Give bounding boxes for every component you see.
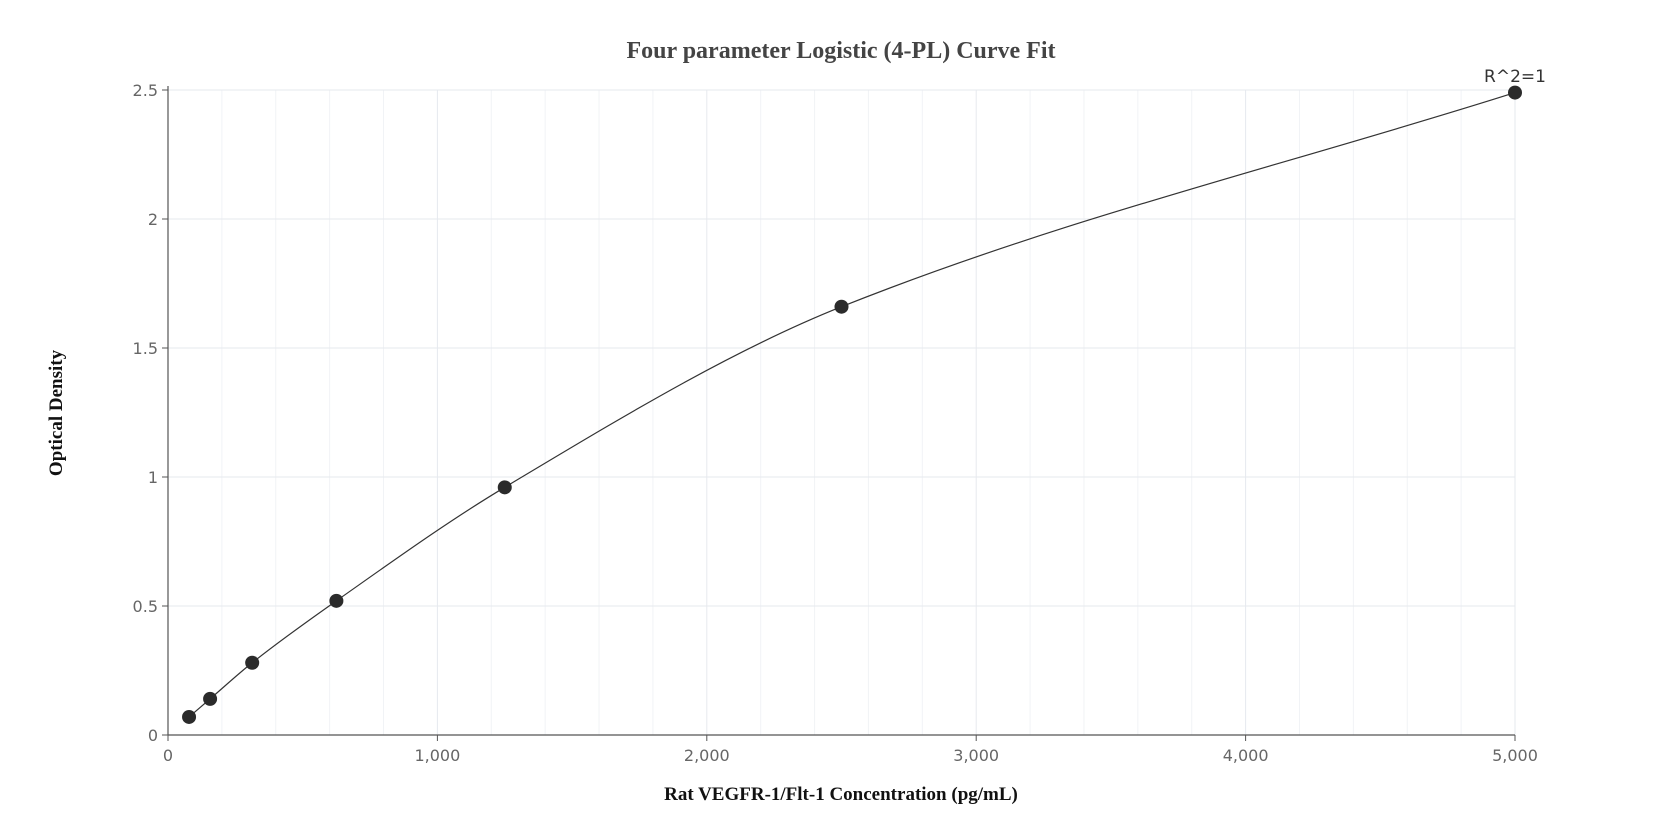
y-axis-label: Optical Density xyxy=(46,349,67,476)
grid xyxy=(168,89,1516,735)
data-point xyxy=(182,709,197,724)
x-tick-label: 5,000 xyxy=(1492,746,1538,765)
chart-title: Four parameter Logistic (4-PL) Curve Fit xyxy=(626,38,1055,64)
x-tick-label: 1,000 xyxy=(414,746,460,765)
y-tick-label: 2 xyxy=(148,210,158,229)
r-squared-annotation: R^2=1 xyxy=(1484,67,1546,87)
fit-curve-group xyxy=(188,92,1516,718)
tick-labels: 0 0.5 1 1.5 2 2.5 0 1,000 2,000 3,000 4,000 5,000 xyxy=(133,81,1538,765)
data-point xyxy=(1508,85,1522,100)
axes xyxy=(162,86,1516,741)
x-tick-label: 2,000 xyxy=(684,746,730,765)
x-tick-label: 4,000 xyxy=(1223,746,1269,765)
data-point xyxy=(203,691,218,706)
data-point xyxy=(834,299,849,314)
y-tick-label: 0.5 xyxy=(133,597,158,616)
y-tick-label: 0 xyxy=(148,726,158,745)
fit-curve xyxy=(188,92,1516,718)
x-tick-label: 0 xyxy=(163,746,173,765)
data-point xyxy=(497,480,512,495)
y-tick-label: 1 xyxy=(148,468,158,487)
x-tick-label: 3,000 xyxy=(953,746,999,765)
y-tick-label: 2.5 xyxy=(133,81,158,100)
y-tick-label: 1.5 xyxy=(133,339,158,358)
data-point xyxy=(329,593,344,608)
x-axis-label: Rat VEGFR-1/Flt-1 Concentration (pg/mL) xyxy=(664,784,1018,805)
data-point xyxy=(245,655,260,670)
data-points xyxy=(182,85,1522,724)
